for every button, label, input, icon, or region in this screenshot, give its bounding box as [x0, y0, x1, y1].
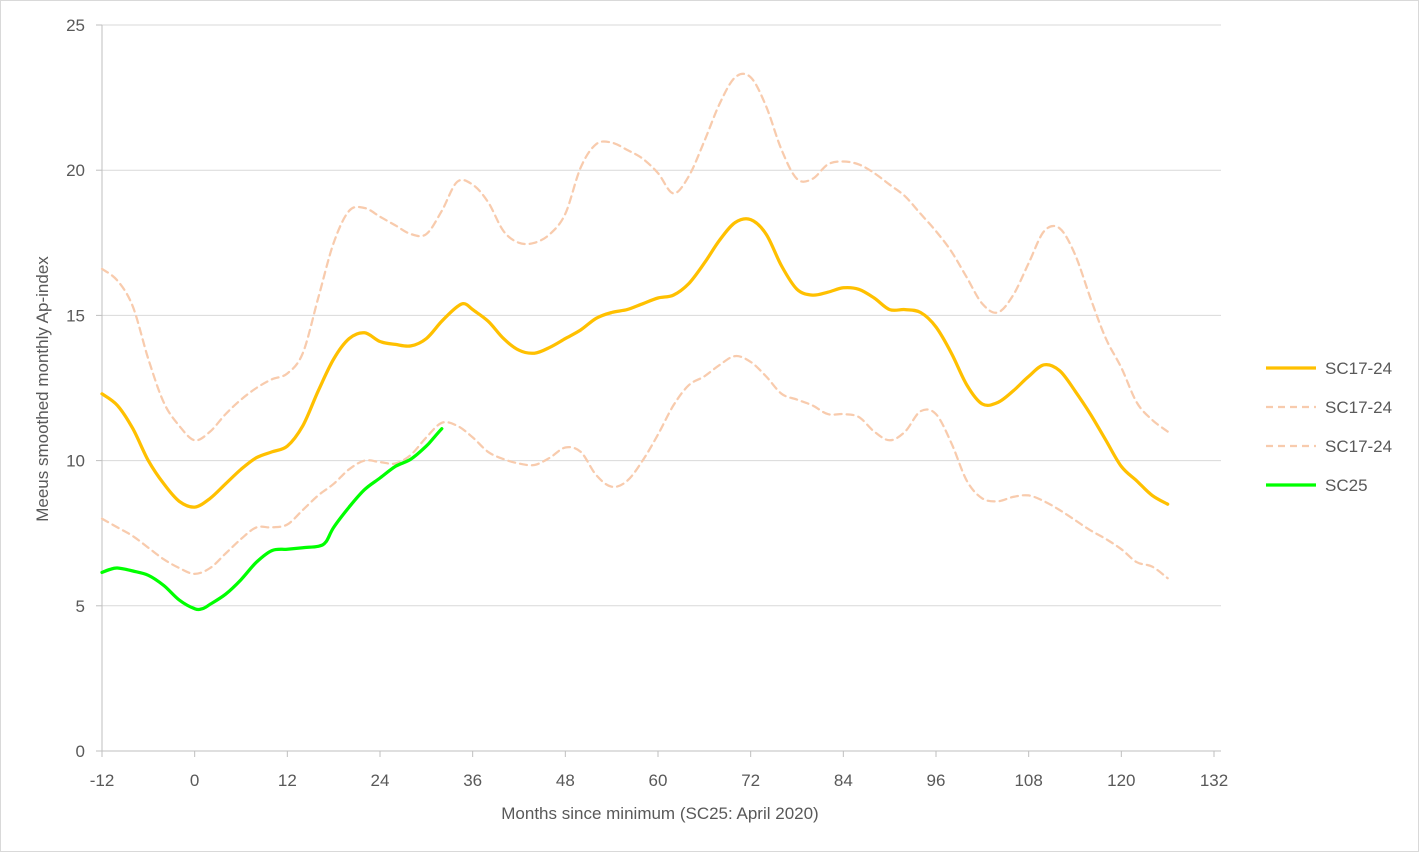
x-tick-label: 60 [649, 771, 668, 790]
x-tick-label: 36 [463, 771, 482, 790]
series-line-sc17-24-dashed [100, 354, 1169, 580]
legend-label: SC25 [1325, 476, 1368, 495]
legend: SC17-24 SC17-24 SC17-24 SC25 [1266, 359, 1392, 495]
legend-label: SC17-24 [1325, 398, 1392, 417]
y-tick-label: 0 [76, 742, 85, 761]
legend-label: SC17-24 [1325, 437, 1392, 456]
series-line-sc25-solid [100, 427, 444, 612]
y-tick-label: 25 [66, 16, 85, 35]
gridlines [102, 24, 1221, 607]
tick-labels: 0 5 10 15 20 25 -12 0 12 24 36 48 60 72 84 96 108 120 132 [66, 16, 1228, 790]
series-line-sc17-24-dashed [100, 72, 1169, 442]
series-lines [100, 72, 1170, 612]
x-tick-label: 0 [190, 771, 199, 790]
y-tick-label: 10 [66, 452, 85, 471]
x-axis-label: Months since minimum (SC25: April 2020) [501, 804, 818, 823]
x-tick-label: 120 [1107, 771, 1135, 790]
y-tick-label: 20 [66, 161, 85, 180]
legend-label: SC17-24 [1325, 359, 1392, 378]
x-tick-label: 48 [556, 771, 575, 790]
axes [96, 24, 1221, 757]
x-tick-label: 132 [1200, 771, 1228, 790]
x-tick-label: 72 [741, 771, 760, 790]
x-tick-label: 108 [1014, 771, 1042, 790]
x-tick-label: 96 [927, 771, 946, 790]
x-tick-label: 84 [834, 771, 853, 790]
y-axis-label: Meeus smoothed monthly Ap-index [33, 256, 52, 522]
x-tick-label: -12 [90, 771, 115, 790]
y-tick-label: 5 [76, 597, 85, 616]
y-tick-label: 15 [66, 306, 85, 325]
x-tick-label: 24 [371, 771, 390, 790]
x-tick-label: 12 [278, 771, 297, 790]
series-line-sc17-24-solid [100, 217, 1170, 509]
